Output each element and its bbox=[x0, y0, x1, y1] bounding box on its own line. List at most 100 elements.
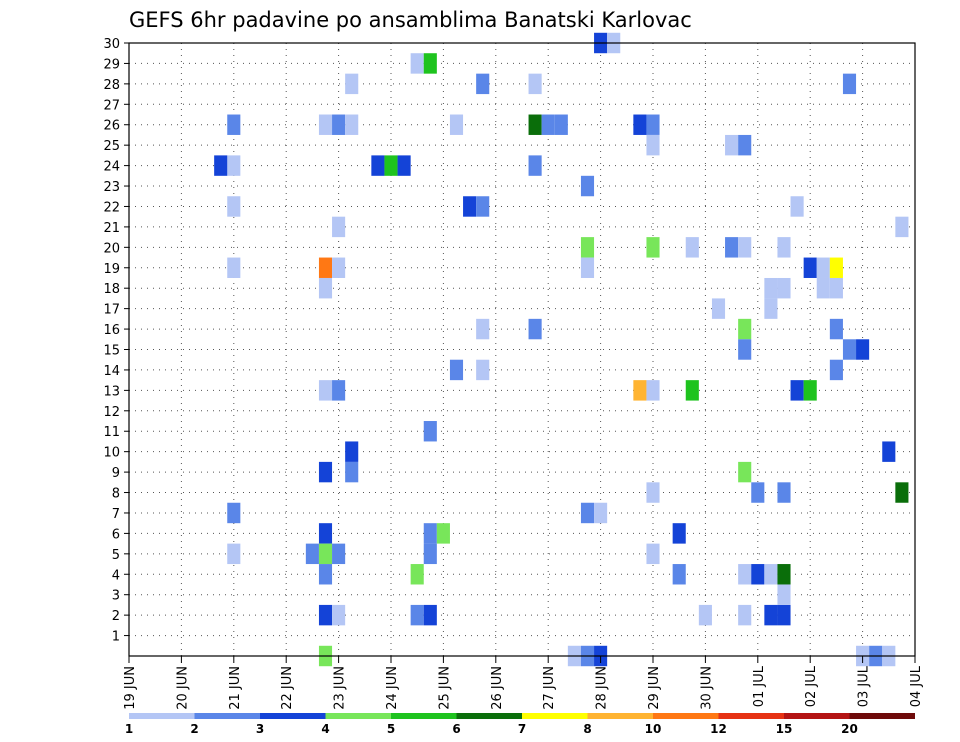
heatmap-cell bbox=[528, 155, 542, 176]
heatmap-cell bbox=[463, 196, 477, 217]
heatmap-cell bbox=[777, 482, 791, 503]
heatmap-cell bbox=[803, 257, 817, 278]
x-tick-label: 19 JUN bbox=[123, 666, 138, 710]
heatmap-cell bbox=[764, 277, 778, 299]
heatmap-cell bbox=[803, 380, 817, 401]
heatmap-cell bbox=[332, 257, 346, 278]
heatmap-cell bbox=[318, 380, 333, 401]
colorbar-label: 2 bbox=[190, 722, 198, 736]
heatmap-cell bbox=[764, 604, 778, 626]
colorbar-label: 6 bbox=[452, 722, 460, 736]
colorbar-label: 7 bbox=[518, 722, 526, 736]
y-tick-label: 12 bbox=[103, 405, 120, 420]
heatmap-cell bbox=[580, 257, 595, 278]
heatmap-cell bbox=[633, 380, 647, 401]
x-tick-label: 27 JUN bbox=[542, 666, 557, 710]
y-tick-label: 26 bbox=[103, 119, 120, 134]
y-tick-label: 14 bbox=[103, 364, 120, 379]
heatmap-cell bbox=[764, 564, 778, 585]
heatmap-cell bbox=[318, 604, 333, 626]
heatmap-cell bbox=[646, 543, 660, 565]
heatmap-cell bbox=[528, 114, 542, 135]
y-tick-label: 8 bbox=[112, 487, 120, 502]
heatmap-cell bbox=[371, 155, 385, 176]
heatmap-cell bbox=[751, 564, 765, 585]
colorbar-label: 8 bbox=[583, 722, 591, 736]
heatmap-cell bbox=[777, 277, 791, 299]
heatmap-cell bbox=[777, 584, 791, 605]
cells bbox=[214, 32, 909, 667]
heatmap-cell bbox=[345, 73, 359, 95]
y-tick-label: 23 bbox=[103, 180, 120, 195]
heatmap-cell bbox=[738, 339, 752, 360]
heatmap-cell bbox=[476, 196, 490, 217]
x-tick-label: 29 JUN bbox=[647, 666, 662, 710]
heatmap-cell bbox=[423, 604, 437, 626]
heatmap-cell bbox=[410, 564, 424, 585]
colorbar-segment bbox=[456, 713, 522, 719]
heatmap-cell bbox=[633, 114, 647, 135]
y-tick-label: 11 bbox=[103, 425, 120, 440]
heatmap-cell bbox=[580, 237, 595, 258]
heatmap-cell bbox=[227, 502, 241, 524]
heatmap-cell bbox=[829, 277, 843, 299]
colorbar-segment bbox=[325, 713, 391, 719]
heatmap-cell bbox=[476, 318, 490, 340]
y-tick-label: 4 bbox=[112, 568, 120, 583]
heatmap-cell bbox=[816, 257, 830, 278]
y-tick-label: 18 bbox=[103, 282, 120, 297]
colorbar-label: 15 bbox=[776, 722, 793, 736]
heatmap-cell bbox=[698, 604, 712, 626]
y-tick-label: 27 bbox=[103, 98, 120, 113]
colorbar-label: 12 bbox=[710, 722, 727, 736]
heatmap-cell bbox=[476, 73, 490, 95]
heatmap-cell bbox=[594, 502, 608, 524]
heatmap-cell bbox=[332, 604, 346, 626]
heatmap-cell bbox=[318, 461, 333, 483]
colorbar-segment bbox=[260, 713, 326, 719]
y-tick-label: 24 bbox=[103, 160, 120, 175]
colorbar-label: 1 bbox=[125, 722, 133, 736]
heatmap-cell bbox=[476, 359, 490, 381]
heatmap-cell bbox=[345, 114, 359, 135]
heatmap-cell bbox=[449, 359, 464, 381]
heatmap-cell bbox=[895, 482, 909, 503]
heatmap-cell bbox=[751, 482, 765, 503]
y-tick-label: 17 bbox=[103, 303, 120, 318]
chart-title: GEFS 6hr padavine po ansamblima Banatski… bbox=[129, 8, 692, 32]
heatmap-cell bbox=[842, 73, 857, 95]
x-tick-label: 20 JUN bbox=[175, 666, 190, 710]
heatmap-cell bbox=[332, 543, 346, 565]
y-tick-label: 15 bbox=[103, 344, 120, 359]
colorbar-segment bbox=[653, 713, 719, 719]
y-tick-label: 10 bbox=[103, 446, 120, 461]
heatmap-cell bbox=[227, 543, 241, 565]
heatmap-cell bbox=[856, 339, 870, 360]
heatmap-cell bbox=[214, 155, 228, 176]
heatmap-cell bbox=[685, 237, 699, 258]
heatmap-cell bbox=[672, 564, 686, 585]
heatmap-cell bbox=[384, 155, 398, 176]
heatmap-cell bbox=[829, 359, 843, 381]
y-tick-label: 7 bbox=[112, 507, 120, 522]
x-tick-label: 04 JUL bbox=[909, 665, 924, 707]
y-tick-label: 25 bbox=[103, 139, 120, 154]
heatmap-cell bbox=[436, 523, 450, 544]
heatmap-cell bbox=[777, 237, 791, 258]
heatmap-cell bbox=[227, 114, 241, 135]
heatmap-cell bbox=[685, 380, 699, 401]
heatmap-cell bbox=[318, 114, 333, 135]
y-tick-label: 21 bbox=[103, 221, 120, 236]
heatmap-cell bbox=[738, 134, 752, 156]
heatmap-cell bbox=[423, 421, 437, 442]
heatmap-cell bbox=[227, 257, 241, 278]
heatmap-cell bbox=[829, 318, 843, 340]
colorbar-segment bbox=[522, 713, 588, 719]
heatmap-cell bbox=[790, 196, 804, 217]
heatmap-cell bbox=[646, 134, 660, 156]
colorbar-segment bbox=[194, 713, 260, 719]
colorbar-segment bbox=[129, 713, 195, 719]
heatmap-cell bbox=[711, 298, 726, 319]
heatmap-cell bbox=[895, 216, 909, 238]
colorbar-label: 4 bbox=[321, 722, 329, 736]
